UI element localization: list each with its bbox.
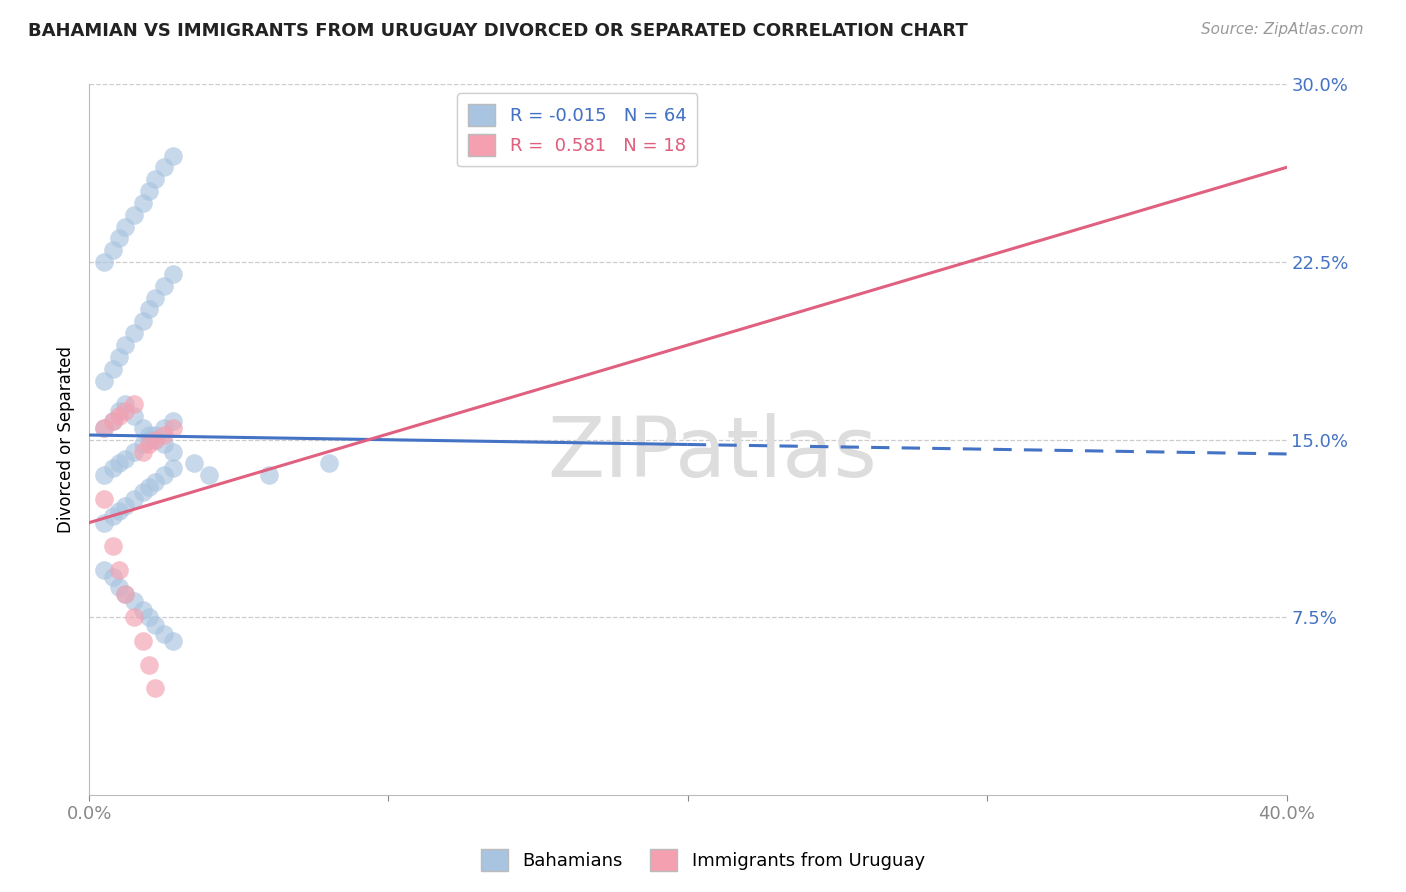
Point [138,433,160,447]
Point [114,451,136,466]
Point [153,627,176,641]
Point [153,468,176,483]
Point [122,491,145,506]
Point [138,302,160,317]
Point [162,421,184,435]
Point [162,148,184,162]
Text: BAHAMIAN VS IMMIGRANTS FROM URUGUAY DIVORCED OR SEPARATED CORRELATION CHART: BAHAMIAN VS IMMIGRANTS FROM URUGUAY DIVO… [28,22,967,40]
Point [132,314,155,328]
Point [114,499,136,513]
Point [101,414,124,428]
Point [143,681,166,696]
Point [114,219,136,234]
Point [108,350,131,364]
Point [108,409,131,423]
Point [108,580,131,594]
Point [162,414,184,428]
Point [108,563,131,577]
Point [93,421,115,435]
Point [114,397,136,411]
Point [318,457,340,471]
Point [122,610,145,624]
Point [108,404,131,418]
Point [101,570,124,584]
Point [122,594,145,608]
Point [138,184,160,198]
Point [138,480,160,494]
Point [93,374,115,388]
Legend: R = -0.015   N = 64, R =  0.581   N = 18: R = -0.015 N = 64, R = 0.581 N = 18 [457,94,697,167]
Point [101,361,124,376]
Point [122,326,145,340]
Point [143,475,166,490]
Point [162,634,184,648]
Point [143,433,166,447]
Point [153,278,176,293]
Point [143,428,166,442]
Point [138,428,160,442]
Point [108,457,131,471]
Text: Source: ZipAtlas.com: Source: ZipAtlas.com [1201,22,1364,37]
Point [138,610,160,624]
Point [122,397,145,411]
Point [162,267,184,281]
Point [93,421,115,435]
Point [93,468,115,483]
Point [143,617,166,632]
Point [101,244,124,258]
Point [153,428,176,442]
Point [162,444,184,458]
Point [93,563,115,577]
Point [162,461,184,475]
Legend: Bahamians, Immigrants from Uruguay: Bahamians, Immigrants from Uruguay [474,842,932,879]
Text: ZIPatlas: ZIPatlas [547,414,877,494]
Point [132,437,155,451]
Point [114,338,136,352]
Point [122,208,145,222]
Point [108,504,131,518]
Point [183,457,205,471]
Point [93,516,115,530]
Point [93,255,115,269]
Point [143,433,166,447]
Point [108,231,131,245]
Point [93,491,115,506]
Point [153,437,176,451]
Point [101,461,124,475]
Point [198,468,221,483]
Point [153,161,176,175]
Point [114,404,136,418]
Point [132,603,155,617]
Point [132,195,155,210]
Y-axis label: Divorced or Separated: Divorced or Separated [58,346,75,533]
Point [153,421,176,435]
Point [122,444,145,458]
Point [101,414,124,428]
Point [138,437,160,451]
Point [101,539,124,553]
Point [132,444,155,458]
Point [257,468,280,483]
Point [143,172,166,186]
Point [101,508,124,523]
Point [132,484,155,499]
Point [143,291,166,305]
Point [122,409,145,423]
Point [138,657,160,672]
Point [132,634,155,648]
Point [132,421,155,435]
Point [114,587,136,601]
Point [114,587,136,601]
